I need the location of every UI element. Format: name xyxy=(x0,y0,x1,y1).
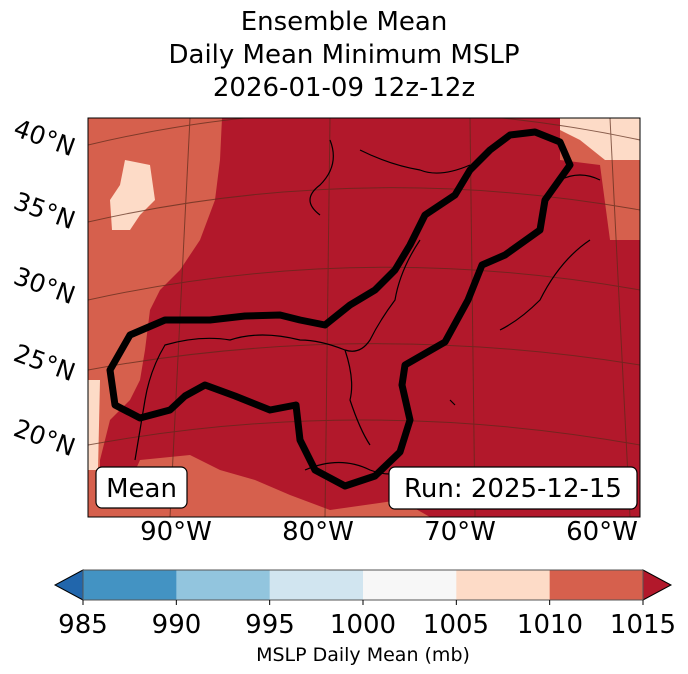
lat-label: 30°N xyxy=(10,261,79,310)
title-line-3: 2026-01-09 12z-12z xyxy=(212,73,476,103)
lat-label: 40°N xyxy=(10,113,79,162)
colorbar-tick-label: 1000 xyxy=(330,610,396,640)
colorbar-segment xyxy=(363,570,457,600)
lon-label: 60°W xyxy=(566,517,638,547)
colorbar-segment xyxy=(269,570,364,600)
run-label: Run: 2025-12-15 xyxy=(404,474,622,504)
colorbar xyxy=(53,569,673,605)
title-line-1: Ensemble Mean xyxy=(240,7,448,37)
lat-label: 20°N xyxy=(10,413,79,462)
field-1005-1010-edge xyxy=(88,380,100,470)
colorbar-tick-label: 1015 xyxy=(610,610,676,640)
field-1005-1010-patch xyxy=(110,160,155,230)
map-area xyxy=(88,118,640,517)
colorbar-ticks: 985 990 995 1000 1005 1010 1015 xyxy=(58,610,676,640)
colorbar-segment xyxy=(549,570,644,600)
map-frame xyxy=(87,117,641,518)
lat-label: 25°N xyxy=(10,338,79,387)
colorbar-tick-label: 990 xyxy=(152,610,202,640)
colorbar-tick-label: 985 xyxy=(58,610,108,640)
colorbar-segment xyxy=(83,570,177,600)
title-line-2: Daily Mean Minimum MSLP xyxy=(168,40,520,70)
coastlines xyxy=(134,139,601,475)
mean-label: Mean xyxy=(106,474,177,504)
colorbar-tick-label: 1010 xyxy=(517,610,583,640)
colorbar-under-triangle xyxy=(53,569,84,601)
lon-labels: 90°W 80°W 70°W 60°W xyxy=(140,517,638,547)
colorbar-tick-label: 995 xyxy=(245,610,295,640)
lon-label: 70°W xyxy=(424,517,496,547)
lon-label: 80°W xyxy=(282,517,354,547)
gridlines xyxy=(88,118,640,517)
lat-label: 35°N xyxy=(10,186,79,235)
colorbar-over-triangle xyxy=(642,569,673,601)
colorbar-label: MSLP Daily Mean (mb) xyxy=(256,644,470,666)
lat-labels: 40°N 35°N 30°N 25°N 20°N xyxy=(10,113,79,462)
contour-line xyxy=(106,128,574,490)
colorbar-segment xyxy=(176,570,271,600)
mean-box xyxy=(95,466,188,509)
lon-label: 90°W xyxy=(140,517,212,547)
colorbar-segment xyxy=(456,570,551,600)
field-over-1015 xyxy=(100,118,640,517)
run-box xyxy=(388,466,638,510)
colorbar-tick-label: 1005 xyxy=(423,610,489,640)
